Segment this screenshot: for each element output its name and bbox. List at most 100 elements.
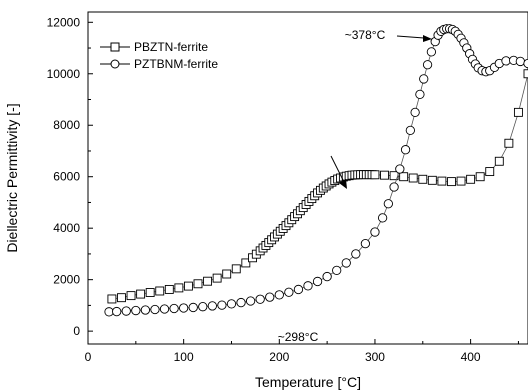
data-point-square	[494, 156, 504, 166]
data-point-circle	[198, 302, 208, 312]
data-point-square	[203, 276, 213, 286]
data-point-circle	[389, 182, 399, 192]
data-point-circle	[121, 306, 131, 316]
data-point-square	[126, 291, 136, 301]
x-tick-label: 400	[461, 350, 481, 364]
data-point-square	[136, 289, 146, 299]
data-point-square	[370, 170, 380, 180]
data-point-circle	[150, 304, 160, 315]
data-point-square	[523, 69, 528, 79]
data-point-square	[447, 177, 456, 187]
legend-label-pbztn: PBZTN-ferrite	[134, 40, 208, 54]
y-axis-label: Diellectric Permittivity [-]	[4, 103, 20, 252]
data-point-circle	[523, 58, 528, 69]
x-tick-label: 200	[269, 350, 289, 364]
data-point-square	[241, 258, 251, 268]
data-point-circle	[112, 306, 122, 317]
data-point-square	[222, 269, 232, 279]
data-point-square	[504, 138, 514, 148]
data-point-circle	[415, 89, 425, 100]
series-pztbnm-ferrite	[104, 24, 528, 317]
data-point-circle	[360, 238, 371, 249]
annotation-298-arrow-line	[330, 155, 345, 183]
y-tick-label: 6000	[53, 170, 80, 184]
data-point-square	[231, 264, 241, 274]
x-axis-label: Temperature [°C]	[255, 374, 361, 390]
data-point-circle	[179, 303, 189, 313]
data-point-circle	[207, 301, 217, 311]
data-point-circle	[245, 296, 256, 306]
data-point-square	[437, 176, 447, 186]
data-point-circle	[383, 199, 393, 209]
x-tick-label: 0	[85, 350, 92, 364]
legend-marker-square	[110, 42, 120, 52]
data-point-square	[164, 284, 174, 294]
data-point-circle	[426, 47, 437, 57]
annotation-378-arrowhead	[423, 35, 432, 42]
data-point-square	[155, 286, 165, 296]
data-point-circle	[274, 290, 284, 300]
data-point-square	[427, 175, 437, 185]
data-point-circle	[265, 292, 275, 302]
plot-frame	[87, 11, 528, 345]
data-point-square	[513, 107, 523, 117]
data-point-circle	[332, 265, 342, 276]
x-tick-label: 300	[365, 350, 385, 364]
series-pbztn-ferrite	[107, 69, 528, 304]
data-point-circle	[515, 56, 525, 67]
data-point-circle	[410, 107, 420, 118]
data-point-circle	[169, 303, 179, 314]
data-point-circle	[370, 227, 380, 237]
data-point-circle	[395, 164, 405, 174]
data-point-square	[418, 174, 428, 184]
y-tick-label: 10000	[47, 67, 81, 81]
data-point-circle	[422, 60, 433, 70]
data-point-circle	[140, 305, 151, 315]
y-tick-label: 8000	[53, 118, 80, 132]
data-point-circle	[188, 302, 198, 313]
data-point-circle	[501, 56, 511, 66]
legend-marker-circle	[110, 59, 120, 69]
data-point-circle	[293, 284, 304, 295]
y-tick-label: 2000	[53, 273, 80, 287]
data-point-square	[475, 172, 485, 182]
data-point-square	[485, 167, 495, 177]
data-point-square	[466, 174, 476, 184]
data-point-circle	[159, 304, 170, 314]
y-tick-label: 12000	[47, 15, 81, 29]
data-point-circle	[351, 249, 361, 259]
data-point-square	[408, 173, 418, 183]
data-point-circle	[405, 125, 415, 136]
data-point-square	[399, 172, 409, 182]
annotation-298-arrowhead	[339, 179, 347, 189]
data-point-square	[117, 293, 126, 303]
data-point-circle	[303, 281, 313, 291]
legend-item-pbztn-ferrite: PBZTN-ferrite	[100, 40, 208, 54]
data-point-circle	[377, 213, 388, 223]
annotation-378-arrow-line	[396, 35, 425, 39]
data-point-circle	[104, 307, 114, 317]
annotation-378: ~378°C	[345, 28, 432, 42]
x-axis: 0 100 200 300 400	[85, 339, 519, 364]
data-point-circle	[236, 297, 246, 308]
data-point-circle	[322, 271, 332, 282]
legend: PBZTN-ferrite PZTBNM-ferrite	[100, 40, 218, 71]
x-tick-label: 100	[174, 350, 194, 364]
data-point-circle	[255, 294, 265, 304]
data-point-square	[183, 281, 193, 291]
data-point-square	[107, 294, 117, 304]
data-point-circle	[217, 300, 227, 310]
data-point-circle	[419, 74, 429, 84]
data-point-circle	[284, 287, 294, 297]
data-point-square	[456, 176, 466, 186]
data-point-circle	[131, 305, 141, 316]
annotation-298-label: ~298°C	[278, 330, 319, 344]
legend-item-pztbnm-ferrite: PZTBNM-ferrite	[100, 57, 218, 71]
legend-label-pztbnm: PZTBNM-ferrite	[134, 57, 218, 71]
y-axis: 0 2000 4000 6000 8000 10000 12000	[47, 15, 93, 338]
y-tick-label: 4000	[53, 221, 80, 235]
data-point-square	[212, 273, 222, 283]
annotation-298: ~298°C	[278, 155, 347, 344]
data-point-circle	[341, 258, 351, 268]
